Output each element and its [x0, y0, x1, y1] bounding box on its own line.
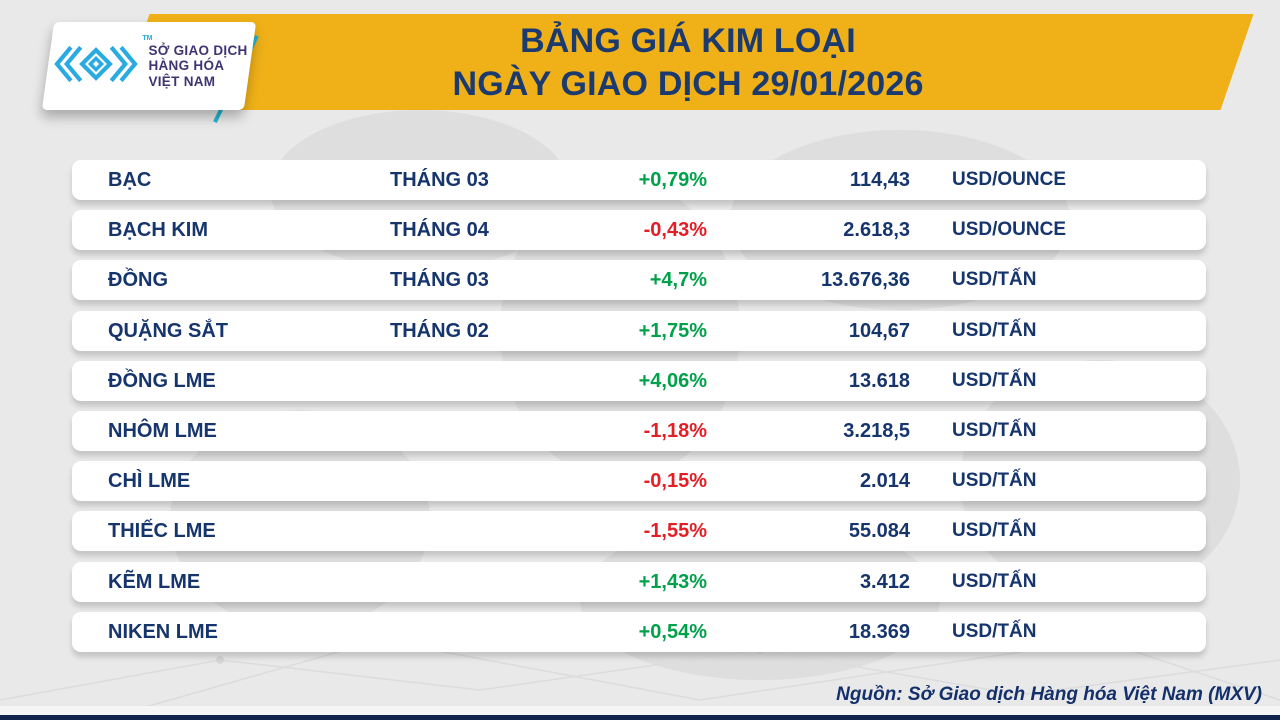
commodity-name: CHÌ LME: [108, 470, 191, 493]
page-title: BẢNG GIÁ KIM LOẠI NGÀY GIAO DỊCH 29/01/2…: [288, 20, 1088, 106]
commodity-name: ĐỒNG LME: [108, 369, 216, 392]
change-percent: +1,75%: [638, 319, 707, 342]
contract-month: THÁNG 02: [390, 319, 489, 342]
table-row: ĐỒNG LME +4,06% 13.618 USD/TẤN: [72, 360, 1206, 401]
price-unit: USD/TẤN: [952, 319, 1037, 341]
table-row: THIẾC LME -1,55% 55.084 USD/TẤN: [72, 511, 1206, 552]
table-row: KẼM LME +1,43% 3.412 USD/TẤN: [72, 561, 1206, 602]
change-percent: -1,18%: [643, 419, 707, 442]
change-percent: -1,55%: [643, 520, 707, 543]
price-unit: USD/TẤN: [952, 470, 1037, 492]
price-value: 104,67: [848, 319, 910, 342]
commodity-name: BẠCH KIM: [108, 219, 208, 242]
table-row: NIKEN LME +0,54% 18.369 USD/TẤN: [72, 611, 1206, 652]
change-percent: +4,06%: [638, 369, 707, 392]
source-note: Nguồn: Sở Giao dịch Hàng hóa Việt Nam (M…: [836, 684, 1262, 705]
price-unit: USD/TẤN: [952, 620, 1037, 642]
price-value: 3.412: [859, 570, 910, 593]
change-percent: -0,15%: [643, 470, 707, 493]
commodity-name: BẠC: [108, 169, 152, 191]
footer-strip: [0, 706, 1280, 715]
change-percent: +0,79%: [638, 169, 707, 191]
commodity-name: QUẶNG SẮT: [108, 319, 228, 342]
price-unit: USD/TẤN: [952, 269, 1037, 291]
change-percent: +0,54%: [638, 620, 707, 643]
mxv-logo-text: SỞ GIAO DỊCH HÀNG HÓA VIỆT NAM: [148, 43, 247, 90]
price-value: 2.014: [859, 470, 910, 493]
table-row: QUẶNG SẮT THÁNG 02 +1,75% 104,67 USD/TẤN: [72, 310, 1206, 351]
page-title-line2: NGÀY GIAO DỊCH 29/01/2026: [452, 65, 924, 103]
table-row: BẠCH KIM THÁNG 04 -0,43% 2.618,3 USD/OUN…: [72, 210, 1206, 251]
change-percent: +4,7%: [649, 269, 707, 292]
commodity-name: KẼM LME: [108, 570, 201, 593]
bottom-navy-bar: [0, 715, 1280, 720]
table-row: ĐỒNG THÁNG 03 +4,7% 13.676,36 USD/TẤN: [72, 260, 1206, 301]
table-row: BẠC THÁNG 03 +0,79% 114,43 USD/OUNCE: [72, 160, 1206, 200]
price-value: 114,43: [849, 169, 910, 191]
commodity-name: ĐỒNG: [108, 269, 168, 292]
price-unit: USD/OUNCE: [952, 169, 1067, 190]
price-unit: USD/OUNCE: [952, 219, 1067, 241]
change-percent: -0,43%: [643, 219, 707, 242]
logo-text-line1: SỞ GIAO DỊCH: [148, 42, 248, 58]
price-value: 55.084: [848, 520, 910, 543]
table-row: CHÌ LME -0,15% 2.014 USD/TẤN: [72, 461, 1206, 502]
price-value: 3.218,5: [843, 419, 910, 442]
price-unit: USD/TẤN: [952, 419, 1037, 441]
commodity-name: NHÔM LME: [108, 419, 217, 442]
contract-month: THÁNG 03: [390, 169, 489, 191]
commodity-name: THIẾC LME: [108, 520, 216, 543]
contract-month: THÁNG 04: [390, 219, 489, 242]
mxv-logo-box: TM SỞ GIAO DỊCH HÀNG HÓA VIỆT NAM: [41, 22, 257, 110]
price-value: 2.618,3: [843, 219, 910, 242]
price-value: 18.369: [848, 620, 910, 643]
price-unit: USD/TẤN: [952, 570, 1037, 592]
logo-text-line3: VIỆT NAM: [148, 73, 216, 89]
page-title-line1: BẢNG GIÁ KIM LOẠI: [520, 22, 856, 60]
trademark-symbol: TM: [142, 34, 153, 42]
mxv-logo-inner: TM SỞ GIAO DỊCH HÀNG HÓA VIỆT NAM: [48, 22, 250, 110]
contract-month: THÁNG 03: [390, 269, 489, 292]
mxv-logo-icon: TM: [50, 35, 152, 96]
price-unit: USD/TẤN: [952, 520, 1037, 542]
change-percent: +1,43%: [638, 570, 707, 593]
table-row: NHÔM LME -1,18% 3.218,5 USD/TẤN: [72, 410, 1206, 451]
commodity-name: NIKEN LME: [108, 620, 218, 643]
price-unit: USD/TẤN: [952, 369, 1037, 391]
price-value: 13.676,36: [821, 269, 910, 292]
price-table: BẠC THÁNG 03 +0,79% 114,43 USD/OUNCE BẠC…: [72, 160, 1206, 662]
logo-text-line2: HÀNG HÓA: [148, 58, 225, 74]
price-value: 13.618: [848, 369, 910, 392]
